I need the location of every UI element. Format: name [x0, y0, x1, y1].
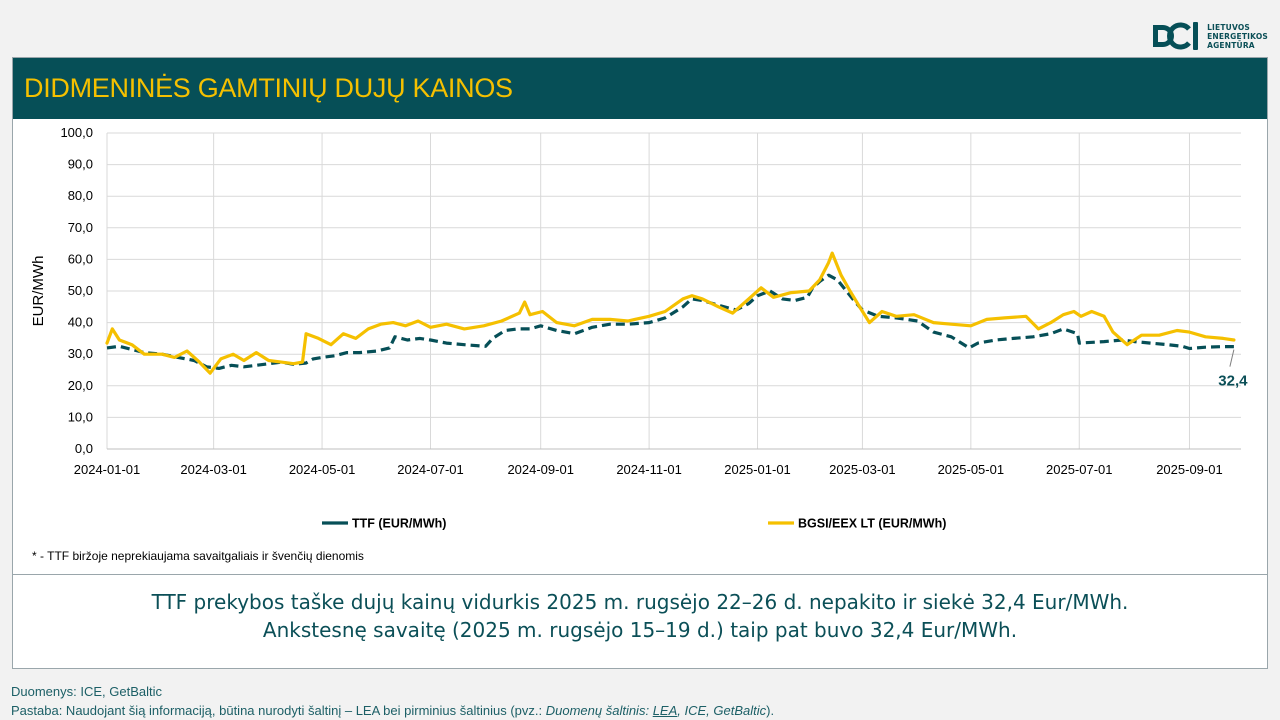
logo-line: LIETUVOS — [1207, 22, 1251, 32]
last-value-label: 32,4 — [1218, 373, 1248, 390]
last-value-leader — [1229, 349, 1235, 367]
summary-line-2: Ankstesnę savaitę (2025 m. rugsėjo 15–19… — [262, 618, 1018, 642]
note-prefix: Pastaba: Naudojant šią informaciją, būti… — [11, 703, 546, 718]
y-tick-label: 50,0 — [68, 283, 93, 298]
x-tick-label: 2025-01-01 — [724, 462, 791, 477]
lea-logo-icon — [1153, 22, 1199, 50]
logo: LIETUVOS ENERGETIKOS AGENTŪRA — [1149, 16, 1268, 56]
source-note: Duomenys: ICE, GetBaltic Pastaba: Naudoj… — [11, 682, 774, 720]
footnote: * - TTF biržoje neprekiaujama savaitgali… — [32, 549, 364, 563]
x-tick-label: 2025-09-01 — [1156, 462, 1223, 477]
logo-line: AGENTŪRA — [1207, 40, 1255, 50]
lea-link[interactable]: LEA — [652, 703, 678, 718]
note-suffix: ). — [766, 703, 775, 718]
note-italic-2: , ICE, GetBaltic — [677, 703, 767, 718]
x-tick-label: 2024-03-01 — [180, 462, 247, 477]
y-tick-label: 20,0 — [68, 378, 93, 393]
x-tick-label: 2025-07-01 — [1046, 462, 1113, 477]
logo-line: ENERGETIKOS — [1207, 31, 1268, 41]
source-usage-note: Pastaba: Naudojant šią informaciją, būti… — [11, 701, 774, 720]
title-bar: DIDMENINĖS GAMTINIŲ DUJŲ KAINOS — [13, 58, 1267, 119]
x-tick-label: 2025-05-01 — [938, 462, 1005, 477]
x-tick-label: 2025-03-01 — [829, 462, 896, 477]
x-tick-label: 2024-11-01 — [616, 462, 682, 477]
x-tick-label: 2024-05-01 — [289, 462, 356, 477]
logo-text: LIETUVOS ENERGETIKOS AGENTŪRA — [1207, 23, 1268, 50]
y-tick-label: 100,0 — [60, 125, 93, 140]
note-italic: Duomenų šaltinis: — [545, 703, 653, 718]
x-tick-label: 2024-07-01 — [397, 462, 464, 477]
y-tick-label: 40,0 — [68, 315, 93, 330]
x-tick-label: 2024-01-01 — [74, 462, 141, 477]
page-title: DIDMENINĖS GAMTINIŲ DUJŲ KAINOS — [24, 73, 513, 103]
y-tick-label: 60,0 — [68, 251, 93, 266]
series-line-bgsi — [105, 251, 1236, 375]
summary-line-1: TTF prekybos taške dujų kainų vidurkis 2… — [151, 590, 1129, 614]
divider — [13, 574, 1267, 575]
legend-bgsi-label: BGSI/EEX LT (EUR/MWh) — [798, 517, 946, 531]
y-tick-label: 70,0 — [68, 220, 93, 235]
source-data: Duomenys: ICE, GetBaltic — [11, 684, 162, 699]
price-line-chart: 0,0 10,0 20,0 30,0 40,0 50,0 60,0 70,0 80,0 90,0 1… — [30, 125, 1248, 531]
y-tick-label: 30,0 — [68, 346, 93, 361]
summary: TTF prekybos taške dujų kainų vidurkis 2… — [13, 588, 1267, 644]
y-axis-label: EUR/MWh — [30, 256, 47, 327]
legend-ttf-label: TTF (EUR/MWh) — [352, 517, 446, 531]
y-tick-label: 90,0 — [68, 157, 93, 172]
y-tick-label: 80,0 — [68, 188, 93, 203]
y-tick-label: 10,0 — [68, 409, 93, 424]
y-tick-label: 0,0 — [75, 441, 93, 456]
x-tick-label: 2024-09-01 — [507, 462, 574, 477]
content-frame: DIDMENINĖS GAMTINIŲ DUJŲ KAINOS 0,0 10,0 2… — [12, 57, 1268, 669]
